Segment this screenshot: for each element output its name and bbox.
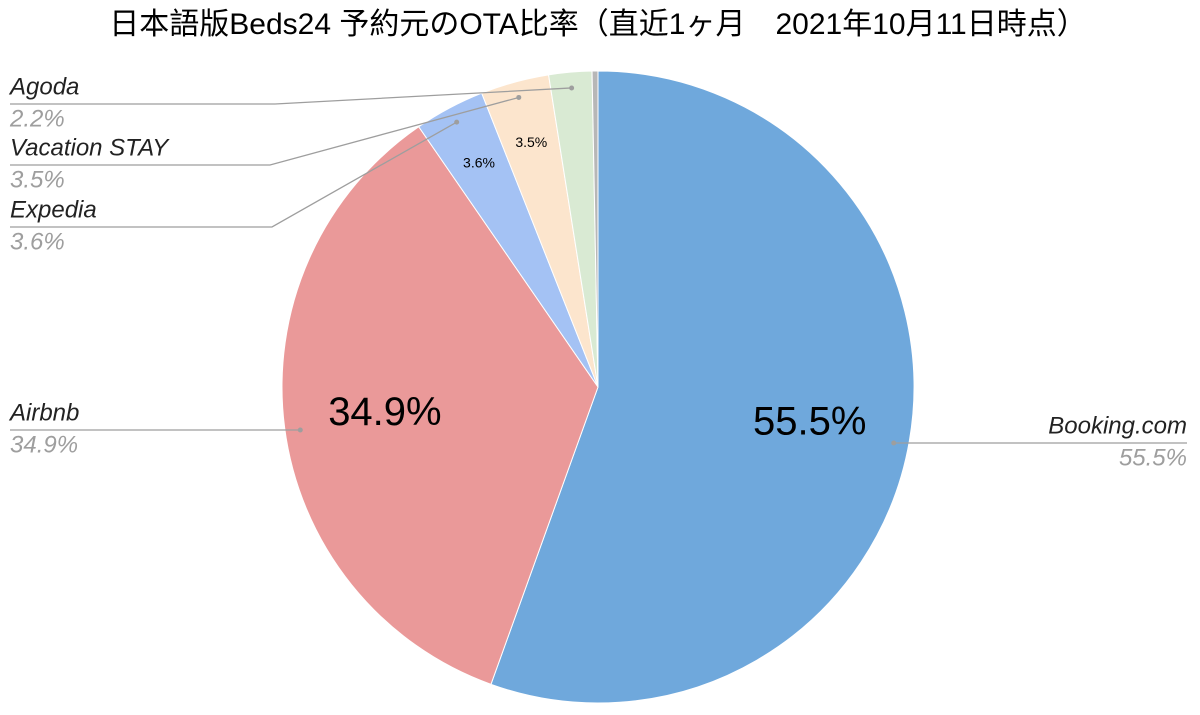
legend-label: Airbnb [8,399,79,426]
legend-value: 34.9% [10,431,78,458]
legend-value: 55.5% [1119,444,1187,471]
leader-dot [297,427,303,433]
leader-line [10,87,572,105]
chart-title: 日本語版Beds24 予約元のOTA比率（直近1ヶ月 2021年10月11日時点… [109,8,1086,41]
slice-label: 55.5% [753,400,866,444]
leader-line [10,96,519,166]
legend-value: 3.5% [10,166,65,193]
leader-dot [569,85,575,91]
legend-value: 3.6% [10,228,65,255]
pie-slice [591,70,599,388]
leader-dot [891,440,897,446]
leader-line [10,121,458,228]
pie-slice [490,70,915,704]
legend-label: Vacation STAY [10,134,170,161]
legend-label: Agoda [8,73,79,100]
leader-dot [454,119,460,125]
slice-label: 34.9% [328,390,441,434]
leader-dot [516,94,522,100]
legend-value: 2.2% [9,105,65,132]
pie-slice [281,126,599,685]
slice-label: 3.5% [515,134,547,150]
slice-label: 3.6% [463,155,495,171]
legend-label: Expedia [10,196,97,223]
legend-label: Booking.com [1048,412,1187,439]
